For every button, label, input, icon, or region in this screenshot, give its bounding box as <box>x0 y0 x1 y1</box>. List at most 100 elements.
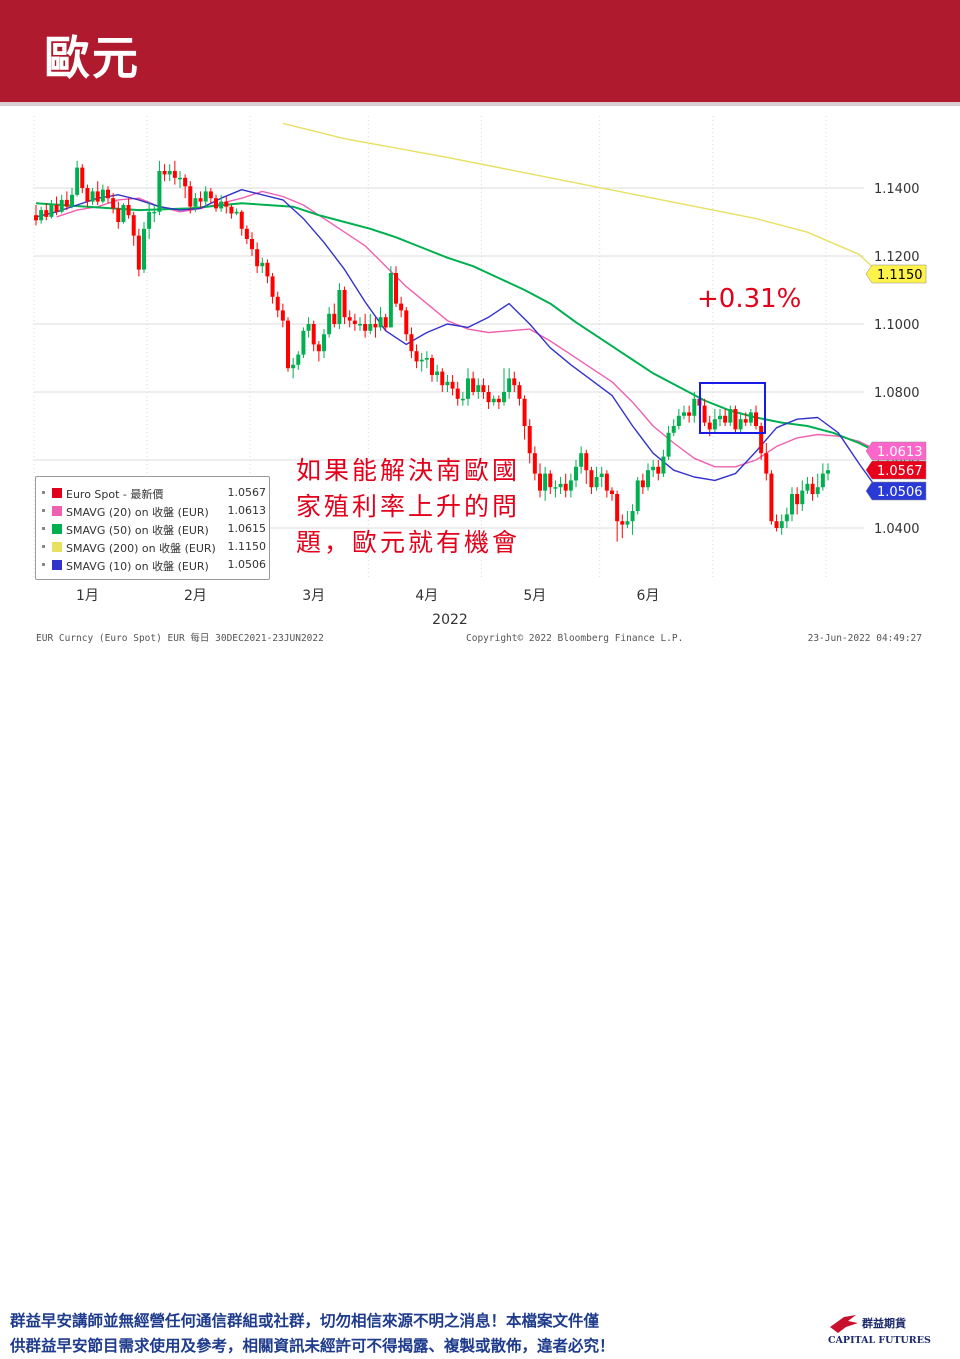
candle-body <box>255 249 260 267</box>
legend-label: SMAVG (20) on 收盤 (EUR) <box>66 506 209 519</box>
candle-body <box>183 177 188 187</box>
candle-body <box>615 494 620 522</box>
candle-body <box>409 334 414 352</box>
y-tick-label: 1.1200 <box>874 250 920 265</box>
candle-body <box>342 290 347 318</box>
value-tag-sma10-box <box>865 481 927 501</box>
candle-body <box>435 371 440 375</box>
candle-body <box>548 473 553 488</box>
y-tick-label: 1.1000 <box>874 318 920 333</box>
candle-body <box>363 324 368 331</box>
candle-body <box>599 473 604 477</box>
disclaimer-line: 群益早安講師並無經營任何通信群組或社群，切勿相信來源不明之消息！本檔案文件僅 <box>10 1312 600 1330</box>
candle-body <box>558 483 563 488</box>
candle-body <box>424 358 429 360</box>
candle-body <box>440 371 445 386</box>
candle-body <box>646 470 650 488</box>
candle-body <box>296 354 301 365</box>
candle-body <box>203 191 208 202</box>
candle-body <box>59 199 64 212</box>
legend-swatch <box>52 542 62 552</box>
candle-body <box>517 385 522 399</box>
legend-swatch <box>52 524 62 534</box>
candle-body <box>167 171 172 175</box>
disclaimer: 群益早安講師並無經營任何通信群組或社群，切勿相信來源不明之消息！本檔案文件僅 供… <box>10 1309 615 1359</box>
candle-body <box>774 521 779 528</box>
candle-body <box>54 205 59 212</box>
highlight-box <box>699 382 766 434</box>
candle-body <box>610 490 614 494</box>
candle-body <box>754 412 758 426</box>
candle-body <box>455 388 460 399</box>
candle-body <box>219 201 224 209</box>
candle-body <box>666 432 671 457</box>
analysis-note-line: 家殖利率上升的問 <box>296 492 521 521</box>
series-line-sma10 <box>35 188 880 493</box>
legend-label: SMAVG (50) on 收盤 (EUR) <box>66 524 209 537</box>
candle-body <box>532 453 537 474</box>
candle-body <box>388 273 393 328</box>
candle-body <box>820 473 825 488</box>
candle-body <box>39 210 44 221</box>
candle-body <box>527 426 532 454</box>
disclaimer-line: 供群益早安節目需求使用及參考，相關資訊未經許可不得揭露、複製或散佈，違者必究！ <box>10 1337 615 1355</box>
candle-body <box>301 330 306 355</box>
candle-body <box>322 334 326 352</box>
candle-body <box>805 483 810 491</box>
analysis-note: 如果能解決南歐國 家殖利率上升的問 題，歐元就有機會 <box>296 453 520 561</box>
analysis-note-line: 題，歐元就有機會 <box>296 528 521 557</box>
candle-body <box>244 228 249 239</box>
value-tag-sma20-box <box>865 441 927 461</box>
legend-value: 1.1150 <box>227 540 267 553</box>
candle-body <box>239 211 244 229</box>
candle-body <box>651 466 656 471</box>
candle-body <box>214 198 218 209</box>
candle-body <box>419 359 424 362</box>
candle-body <box>327 313 332 335</box>
candle-body <box>748 412 753 423</box>
candle-body <box>707 422 712 430</box>
value-tag-sma10: 1.0506 <box>877 485 923 500</box>
candle-body <box>358 324 362 326</box>
bird-logo-icon <box>830 1315 858 1333</box>
legend-label: SMAVG (10) on 收盤 (EUR) <box>66 560 209 573</box>
candle-body <box>44 210 49 217</box>
candle-body <box>399 303 404 311</box>
candle-body <box>316 344 321 352</box>
candle-body <box>800 490 805 505</box>
candle-body <box>90 191 95 202</box>
y-tick-label: 1.1400 <box>874 182 920 197</box>
candle-body <box>75 167 80 195</box>
candle-body <box>49 205 54 217</box>
candle-body <box>702 405 707 423</box>
percent-change-callout: +0.31% <box>697 284 802 314</box>
candle-body <box>126 205 131 216</box>
candle-body <box>574 466 578 481</box>
value-tag-sma200-box <box>865 264 927 284</box>
x-axis-label: 2022 <box>432 612 468 628</box>
candle-body <box>100 189 105 202</box>
value-tag-sma20: 1.0613 <box>877 445 923 460</box>
candle-body <box>502 392 506 403</box>
candle-body <box>450 381 455 389</box>
legend-bullet <box>42 491 45 494</box>
candle-body <box>265 262 270 277</box>
candle-body <box>394 273 398 304</box>
chart-legend: Euro Spot - 最新價 1.0567 SMAVG (20) on 收盤 … <box>35 476 270 580</box>
candle-body <box>538 473 542 491</box>
candle-body <box>481 385 486 392</box>
candle-body <box>491 398 496 403</box>
candle-body <box>718 415 722 420</box>
candle-body <box>383 317 388 328</box>
candle-body <box>373 324 378 328</box>
copyright-text: Copyright© 2022 Bloomberg Finance L.P. <box>466 633 683 644</box>
candle-body <box>687 412 692 416</box>
legend-swatch <box>52 488 62 498</box>
legend-label: Euro Spot - 最新價 <box>66 488 164 501</box>
candle-body <box>466 378 470 399</box>
legend-item-sma20: SMAVG (20) on 收盤 (EUR) 1.0613 <box>42 503 266 519</box>
logo-english-name: CAPITAL FUTURES <box>828 1335 931 1346</box>
candle-body <box>111 198 116 209</box>
candle-body <box>198 198 203 202</box>
candle-body <box>131 215 136 236</box>
